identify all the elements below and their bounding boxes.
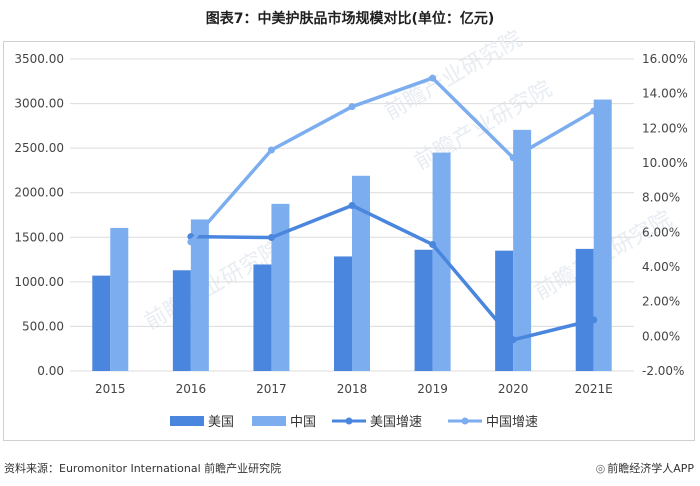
bar-美国: [172, 270, 191, 371]
x-tick-label: 2017: [256, 382, 287, 396]
point-中国增速: [348, 103, 356, 111]
legend-label: 美国: [208, 415, 234, 430]
point-美国增速: [267, 234, 275, 242]
brand-note: ◎ 前瞻经济学人APP: [596, 460, 694, 476]
bar-中国: [352, 175, 370, 371]
x-tick-label: 2020: [498, 382, 529, 396]
point-中国增速: [429, 74, 437, 82]
y-right-tick-label: 0.00%: [642, 329, 680, 343]
bar-美国: [253, 264, 272, 371]
point-美国增速: [348, 201, 356, 209]
bar-中国: [271, 203, 290, 371]
line-美国增速: [190, 203, 595, 342]
legend-marker: [345, 417, 353, 425]
point-中国增速: [187, 238, 195, 246]
bar-美国: [334, 256, 352, 371]
y-left-tick-label: 500.00: [22, 319, 64, 333]
chart-title: 图表7：中美护肤品市场规模对比(单位：亿元): [205, 11, 495, 27]
bar-美国: [414, 249, 433, 371]
legend-swatch: [170, 416, 204, 426]
x-tick-label: 2018: [337, 382, 368, 396]
bar-美国: [495, 250, 514, 371]
y-left-tick-label: 3000.00: [14, 97, 64, 111]
legend-label: 美国增速: [370, 415, 422, 430]
source-note: 资料来源：Euromonitor International 前瞻产业研究院: [4, 460, 281, 476]
point-美国增速: [509, 336, 517, 344]
y-left-tick-label: 1500.00: [14, 230, 64, 244]
y-right-tick-label: 10.00%: [642, 156, 688, 170]
brand-text: 前瞻经济学人APP: [607, 462, 694, 475]
legend-label: 中国: [290, 415, 316, 430]
point-中国增速: [590, 107, 598, 115]
bar-中国: [432, 152, 451, 371]
point-中国增速: [267, 146, 275, 154]
brand-logo-icon: ◎: [595, 462, 606, 475]
source-text: Euromonitor International 前瞻产业研究院: [59, 462, 282, 475]
y-left-tick-label: 2500.00: [14, 141, 64, 155]
y-right-tick-label: 4.00%: [642, 260, 680, 274]
y-right-tick-label: 16.00%: [642, 52, 688, 66]
bar-美国: [92, 275, 111, 371]
bar-中国: [513, 129, 532, 371]
line-中国增速: [189, 76, 595, 244]
y-right-tick-label: -2.00%: [642, 364, 684, 378]
bar-中国: [593, 99, 612, 371]
y-right-tick-label: 12.00%: [642, 121, 688, 135]
bar-中国: [190, 219, 209, 371]
y-right-tick-label: 14.00%: [642, 87, 688, 101]
legend-label: 中国增速: [486, 415, 538, 430]
y-right-tick-label: 2.00%: [642, 295, 680, 309]
y-left-tick-label: 1000.00: [14, 275, 64, 289]
combo-chart: 前瞻产业研究院前瞻产业研究院前瞻产业研究院前瞻产业研究院0.00500.0010…: [14, 27, 688, 430]
bar-美国: [575, 248, 594, 371]
legend-swatch: [252, 416, 286, 426]
y-left-tick-label: 3500.00: [14, 52, 64, 66]
point-美国增速: [429, 240, 437, 248]
x-tick-label: 2019: [417, 382, 448, 396]
y-right-tick-label: 8.00%: [642, 191, 680, 205]
source-label: 资料来源：: [4, 462, 59, 475]
y-left-tick-label: 0.00: [37, 364, 64, 378]
bar-中国: [110, 227, 129, 371]
y-left-tick-label: 2000.00: [14, 186, 64, 200]
point-中国增速: [509, 154, 517, 162]
legend-marker: [461, 417, 469, 425]
x-tick-label: 2021E: [575, 382, 613, 396]
y-right-tick-label: 6.00%: [642, 225, 680, 239]
point-美国增速: [590, 316, 598, 324]
x-tick-label: 2016: [176, 382, 207, 396]
x-tick-label: 2015: [95, 382, 126, 396]
